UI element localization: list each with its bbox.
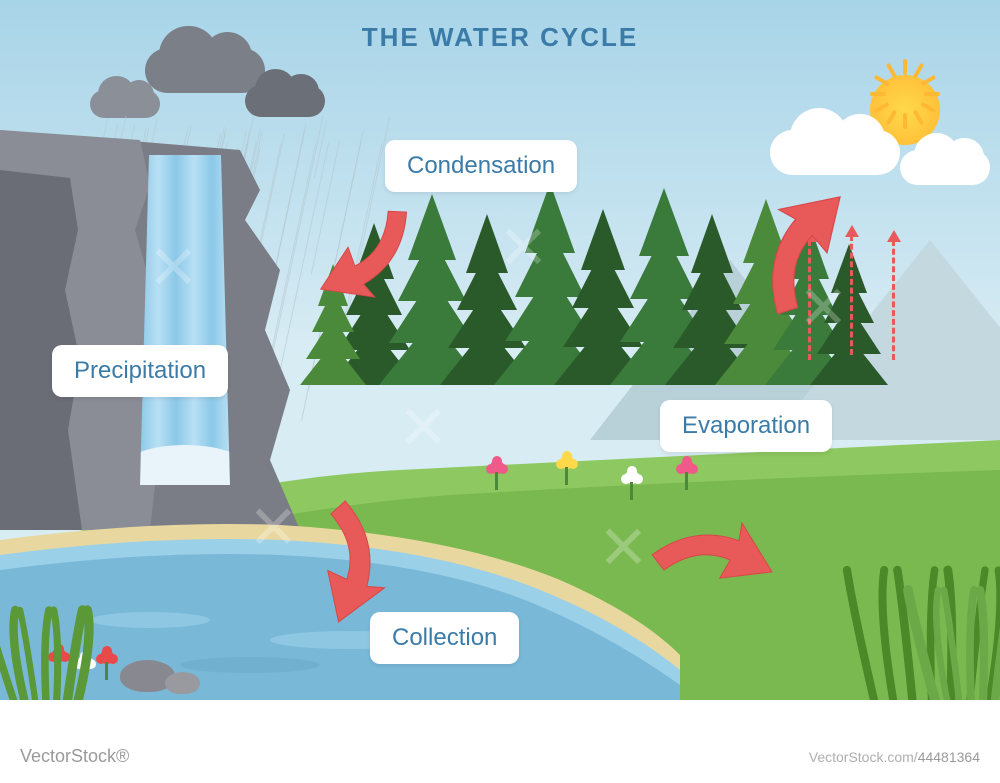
rock-icon — [165, 672, 200, 694]
waterfall — [140, 155, 230, 485]
watermark-id: VectorStock.com/44481364 — [809, 749, 980, 765]
grass-tuft-icon — [0, 610, 90, 700]
cloud-icon — [900, 150, 990, 185]
flower-icon — [490, 460, 504, 474]
label-collection: Collection — [370, 612, 519, 664]
grass-tuft-icon — [920, 590, 1000, 700]
water-cycle-diagram: THE WATER CYCLE Condensation Precipitati… — [0, 0, 1000, 700]
label-condensation: Condensation — [385, 140, 577, 192]
diagram-title: THE WATER CYCLE — [362, 22, 639, 53]
rain-cloud-icon — [90, 90, 160, 118]
flower-icon — [625, 470, 639, 484]
label-precipitation: Precipitation — [52, 345, 228, 397]
rain-cloud-icon — [145, 48, 265, 93]
watermark-brand: VectorStock® — [20, 746, 129, 767]
flower-icon — [680, 460, 694, 474]
rain-cloud-icon — [245, 85, 325, 117]
flower-icon — [100, 650, 114, 664]
label-evaporation: Evaporation — [660, 400, 832, 452]
flower-icon — [560, 455, 574, 469]
